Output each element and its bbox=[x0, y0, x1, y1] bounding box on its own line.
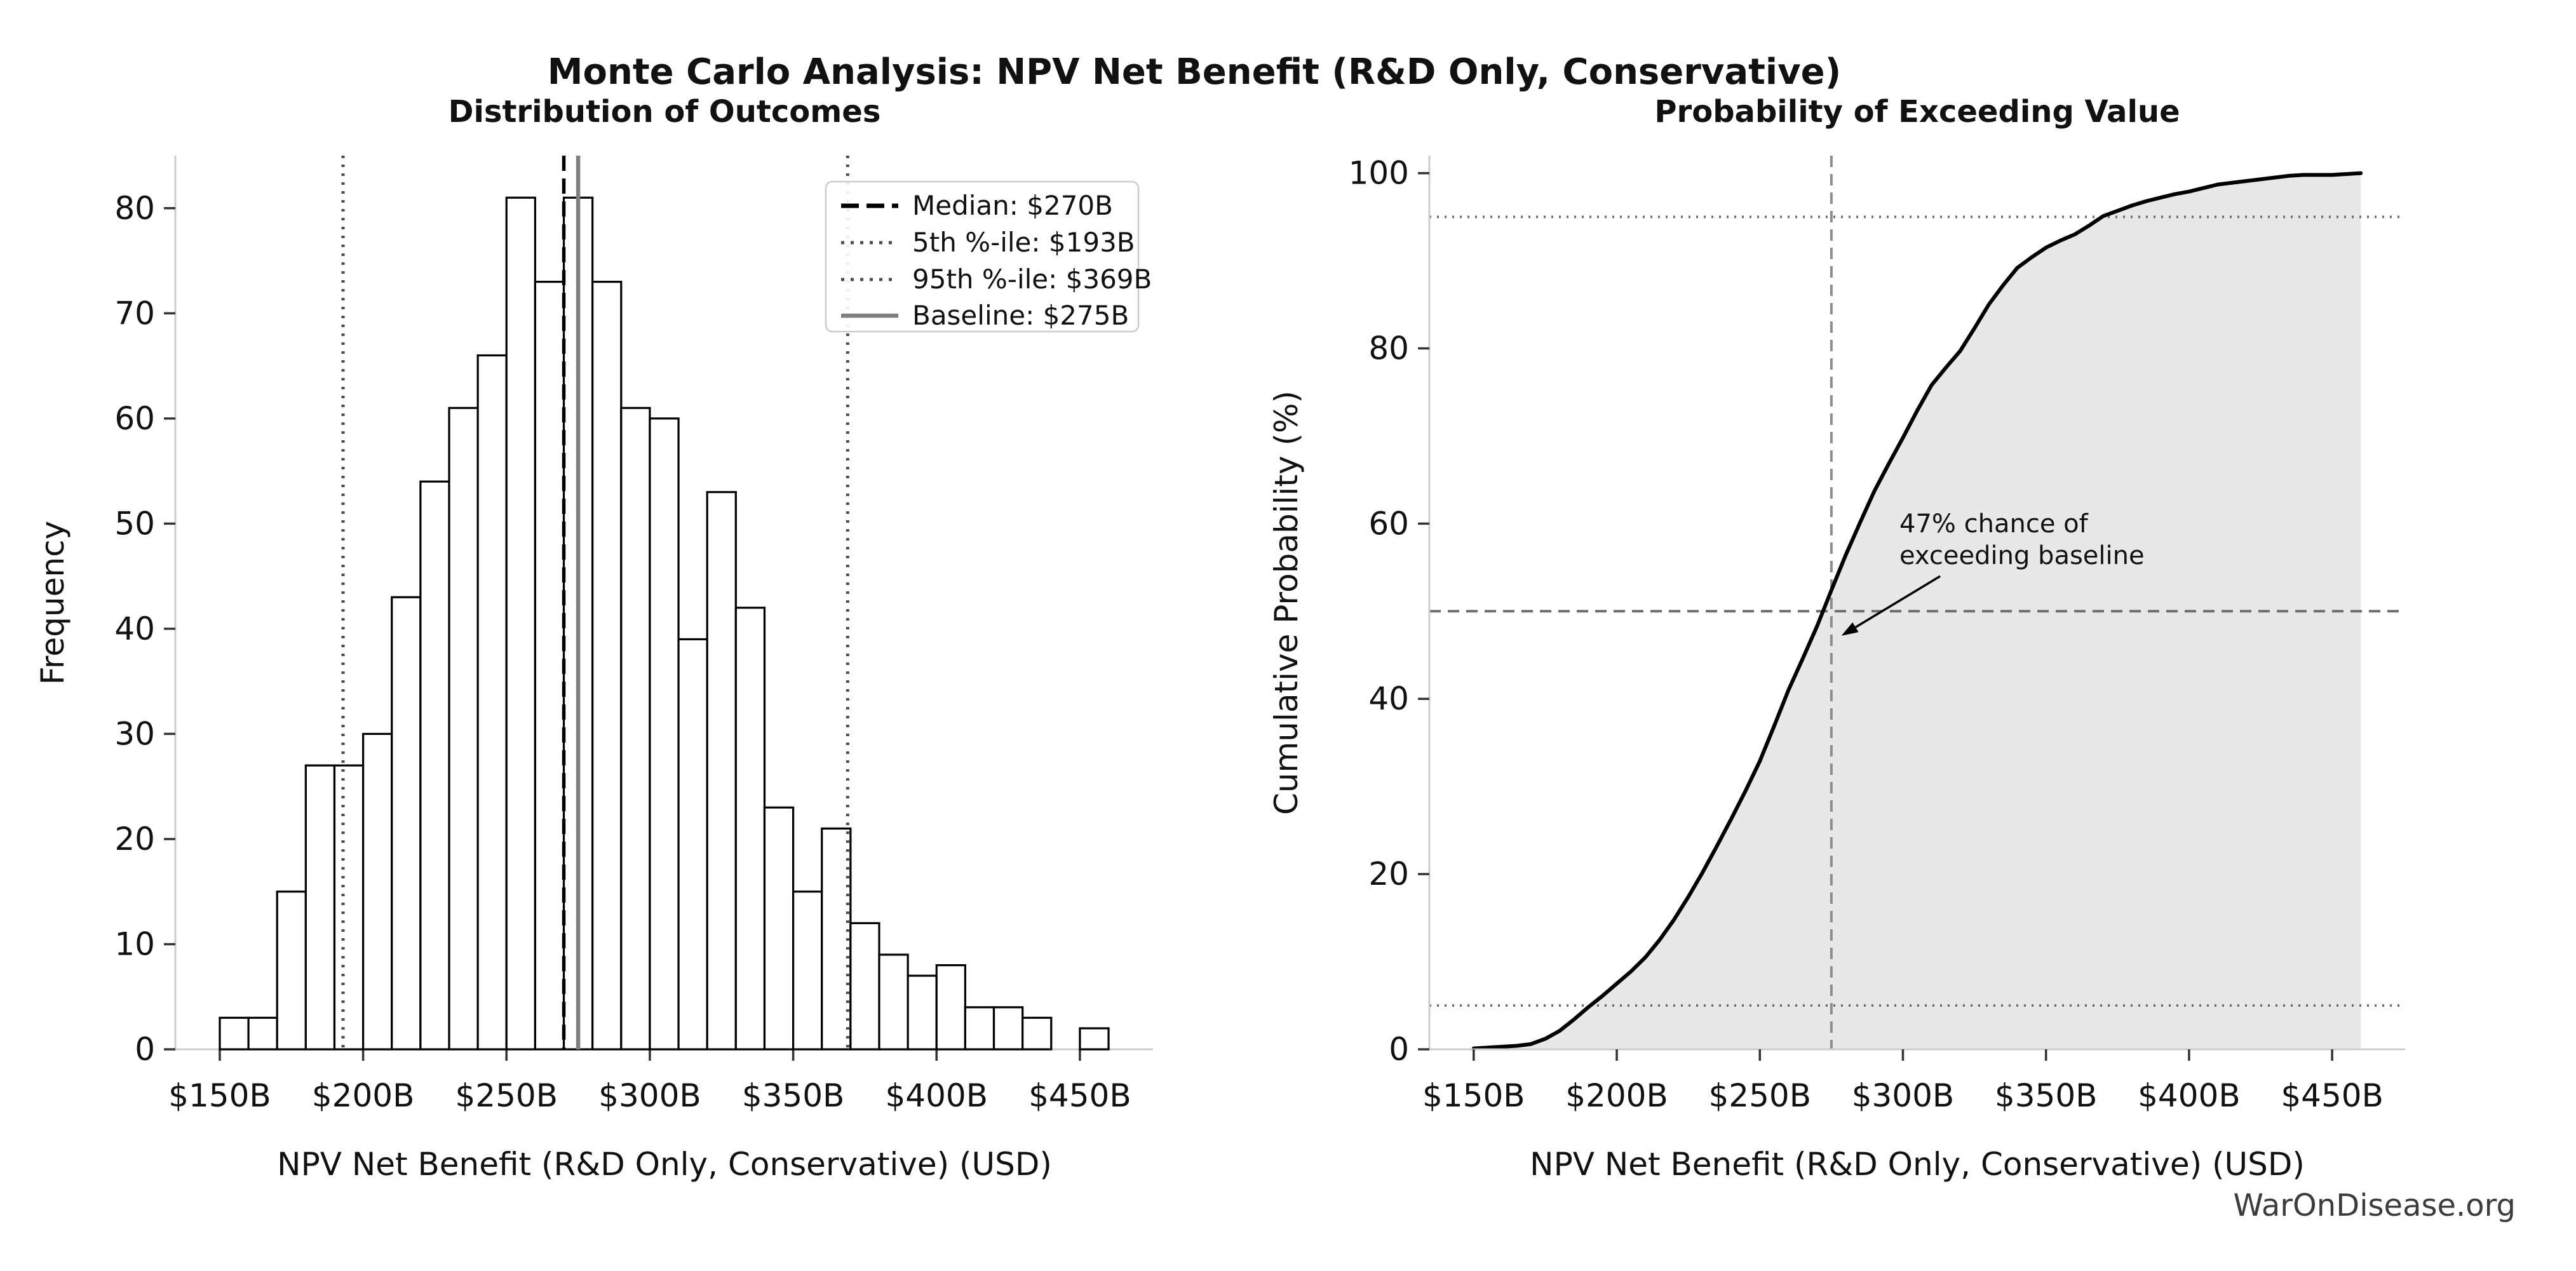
legend: Median: $270B 5th %-ile: $193B 95th %-il… bbox=[825, 180, 1152, 333]
cdf-plot: Probability of Exceeding Value $150B $200… bbox=[1268, 94, 2405, 1183]
cdf-xlabel: NPV Net Benefit (R&D Only, Conservative)… bbox=[1530, 1146, 2305, 1183]
x-tick-label: $450B bbox=[1028, 1077, 1131, 1114]
histogram-bar bbox=[677, 638, 708, 1051]
y-tick-label: 40 bbox=[1368, 680, 1409, 717]
histogram-bar bbox=[448, 407, 479, 1051]
x-tick-label: $200B bbox=[312, 1077, 415, 1114]
y-tick-label: 40 bbox=[114, 610, 155, 647]
histogram-bar bbox=[1079, 1027, 1110, 1051]
x-tick-label: $450B bbox=[2281, 1077, 2384, 1114]
histogram-bar bbox=[534, 281, 565, 1051]
legend-frame bbox=[825, 180, 1140, 333]
histogram-bar bbox=[849, 922, 880, 1051]
y-tick-label: 70 bbox=[114, 295, 155, 332]
y-tick-label: 80 bbox=[114, 190, 155, 227]
histogram-bar bbox=[907, 974, 938, 1051]
figure-title: Monte Carlo Analysis: NPV Net Benefit (R… bbox=[548, 51, 1841, 93]
histogram-bar bbox=[304, 764, 336, 1051]
histogram-ylabel: Frequency bbox=[34, 521, 71, 685]
y-tick-label: 60 bbox=[114, 400, 155, 437]
watermark: WarOnDisease.org bbox=[2233, 1188, 2516, 1223]
x-tick-label: $150B bbox=[1422, 1077, 1525, 1114]
legend-label-median: Median: $270B bbox=[912, 190, 1113, 221]
cdf-line bbox=[1471, 171, 2363, 1051]
histogram-bar bbox=[649, 417, 680, 1051]
arrow-shaft bbox=[1854, 575, 1941, 628]
histogram-bar bbox=[505, 196, 537, 1051]
histogram-bar bbox=[591, 281, 623, 1051]
histogram-bar bbox=[391, 596, 422, 1051]
histogram-bar bbox=[763, 806, 795, 1051]
histogram-title: Distribution of Outcomes bbox=[448, 94, 881, 130]
histogram-bar bbox=[620, 407, 651, 1051]
y-tick-label: 10 bbox=[114, 925, 155, 962]
x-tick-label: $300B bbox=[1852, 1077, 1955, 1114]
histogram-bar bbox=[333, 764, 365, 1051]
histogram-bar bbox=[935, 964, 966, 1051]
x-tick-label: $250B bbox=[1708, 1077, 1811, 1114]
y-tick-label: 30 bbox=[114, 715, 155, 752]
arrow-head bbox=[1841, 622, 1859, 636]
legend-label-baseline: Baseline: $275B bbox=[912, 300, 1129, 331]
y-tick-label: 100 bbox=[1349, 155, 1409, 192]
y-tick-label: 80 bbox=[1368, 330, 1409, 367]
histogram-bar bbox=[821, 827, 852, 1051]
annotation-arrow bbox=[1841, 575, 1941, 636]
cdf-ylabel: Cumulative Probability (%) bbox=[1268, 391, 1305, 815]
histogram-plot: Distribution of Outcomes $150B $200B $250B… bbox=[34, 94, 1153, 1183]
cdf-title: Probability of Exceeding Value bbox=[1654, 94, 2180, 130]
x-tick-label: $350B bbox=[742, 1077, 845, 1114]
x-tick-label: $150B bbox=[168, 1077, 271, 1114]
histogram-bar bbox=[734, 607, 766, 1051]
legend-label-p5: 5th %-ile: $193B bbox=[912, 227, 1135, 258]
y-tick-label: 20 bbox=[114, 821, 155, 857]
x-tick-label: $400B bbox=[2138, 1077, 2241, 1114]
cdf-axes: $150B $200B $250B $300B $350B $400B $450B 0 20 40… bbox=[1349, 155, 2405, 1114]
histogram-bar bbox=[219, 1016, 250, 1051]
histogram-bar bbox=[792, 891, 823, 1051]
histogram-bar bbox=[419, 480, 450, 1051]
histogram-bar bbox=[964, 1006, 995, 1051]
histogram-axes: $150B $200B $250B $300B $350B $400B $450B 0 10 20… bbox=[114, 156, 1153, 1114]
histogram-bar bbox=[276, 891, 307, 1051]
y-tick-label: 0 bbox=[1389, 1031, 1409, 1068]
legend-label-p95: 95th %-ile: $369B bbox=[912, 264, 1152, 295]
histogram-bar bbox=[706, 491, 737, 1051]
y-tick-label: 0 bbox=[135, 1031, 155, 1068]
histogram-bar bbox=[1022, 1016, 1053, 1051]
histogram-bar bbox=[992, 1006, 1024, 1051]
y-tick-label: 20 bbox=[1368, 856, 1409, 892]
y-tick-label: 50 bbox=[114, 505, 155, 542]
y-tick-label: 60 bbox=[1368, 505, 1409, 542]
annotation-text-line2: exceeding baseline bbox=[1899, 541, 2145, 570]
x-tick-label: $400B bbox=[885, 1077, 988, 1114]
histogram-bar bbox=[476, 354, 508, 1051]
histogram-bar bbox=[247, 1016, 278, 1051]
cdf-curve bbox=[1471, 171, 2363, 1051]
annotation-text-line1: 47% chance of bbox=[1899, 509, 2089, 539]
x-tick-label: $300B bbox=[598, 1077, 701, 1114]
x-tick-label: $350B bbox=[1995, 1077, 2098, 1114]
histogram-bar bbox=[878, 953, 909, 1051]
x-tick-label: $250B bbox=[455, 1077, 558, 1114]
x-tick-label: $200B bbox=[1565, 1077, 1668, 1114]
histogram-reference-lines bbox=[341, 156, 849, 1049]
cdf-guide-lines bbox=[1429, 156, 2405, 1049]
histogram-bar bbox=[362, 732, 393, 1051]
histogram-xlabel: NPV Net Benefit (R&D Only, Conservative)… bbox=[277, 1146, 1052, 1183]
